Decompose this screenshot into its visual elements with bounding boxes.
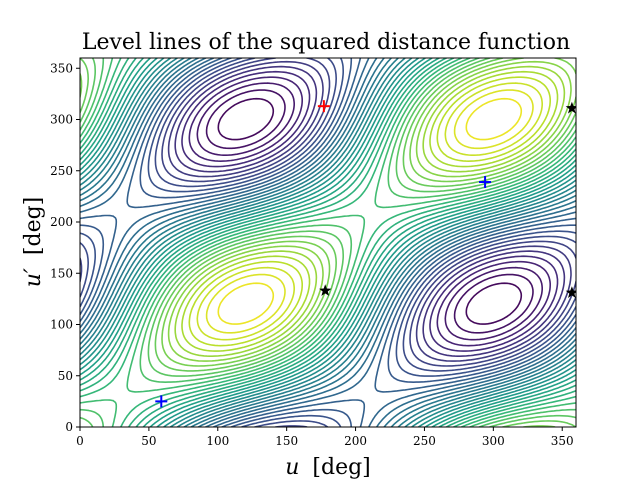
x-tick-label: 300 [482, 434, 505, 448]
plus-marker [155, 395, 168, 408]
x-axis-unit: [deg] [312, 455, 370, 480]
contour-level [188, 76, 551, 347]
y-tick-label: 50 [58, 369, 73, 383]
contour-level [80, 58, 576, 427]
contour-level [80, 58, 576, 427]
contour-level [205, 89, 534, 334]
contour-level [80, 58, 576, 427]
contour-level [80, 58, 576, 427]
y-tick-label: 100 [50, 318, 73, 332]
plus-marker [317, 100, 330, 113]
contour-level [80, 58, 576, 427]
x-axis-symbol: u [285, 455, 299, 480]
contour-level [181, 70, 559, 352]
contour-lines [80, 58, 576, 427]
y-tick-label: 150 [50, 266, 73, 280]
contour-level [80, 58, 576, 427]
y-axis-symbol: u′ [21, 268, 46, 287]
contour-level [181, 70, 559, 352]
y-tick-label: 0 [65, 420, 73, 434]
y-tick-label: 200 [50, 215, 73, 229]
x-tick-label: 100 [206, 434, 229, 448]
y-tick-label: 300 [50, 113, 73, 127]
y-axis-ticks: 0 50 100 150 200 250 300 350 [50, 61, 80, 434]
y-tick-label: 250 [50, 164, 73, 178]
contour-level [80, 58, 576, 427]
contour-level [167, 60, 572, 362]
plus-marker [479, 176, 492, 189]
y-axis-unit: [deg] [21, 197, 46, 255]
y-axis-label: u′ [deg] [21, 197, 46, 288]
x-tick-label: 50 [141, 434, 156, 448]
contour-level [217, 97, 523, 325]
point-markers [155, 100, 576, 408]
plot-frame [79, 57, 577, 428]
contour-level [196, 82, 543, 341]
contour-level [196, 82, 543, 341]
contour-level [80, 58, 576, 427]
contour-level [174, 65, 566, 357]
contour-level [217, 97, 523, 325]
contour-level [167, 60, 572, 362]
contour-level [80, 58, 576, 427]
x-tick-label: 350 [551, 434, 574, 448]
x-tick-label: 250 [413, 434, 436, 448]
contour-level [205, 89, 534, 334]
x-tick-label: 200 [344, 434, 367, 448]
x-tick-label: 150 [275, 434, 298, 448]
x-axis-label: u [deg] [285, 455, 371, 480]
x-tick-label: 0 [76, 434, 84, 448]
star-marker [565, 286, 576, 298]
contour-level [174, 65, 566, 357]
contour-level [188, 76, 551, 347]
star-marker [319, 284, 332, 296]
y-tick-label: 350 [50, 61, 73, 75]
chart-title: Level lines of the squared distance func… [82, 30, 570, 55]
x-axis-ticks: 0 50 100 150 200 250 300 350 [76, 427, 574, 448]
star-marker [565, 101, 576, 114]
